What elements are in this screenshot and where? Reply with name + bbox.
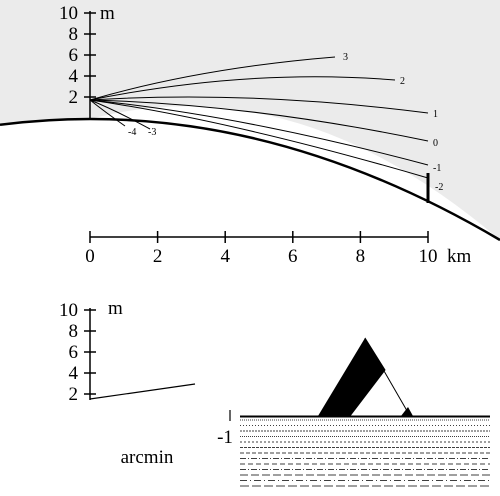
ray-label: -2 (435, 182, 443, 193)
ray-label: -1 (433, 163, 441, 174)
height-unit: m (108, 298, 123, 319)
ray (89, 99, 429, 179)
ray-label: 3 (343, 52, 348, 63)
tick-label: 4 (69, 363, 79, 384)
tick-label: 4 (220, 246, 230, 267)
ray (89, 96, 429, 114)
image-upright (318, 338, 385, 416)
tick-label: 2 (69, 87, 79, 108)
ray (89, 56, 336, 101)
tick-label: 6 (69, 45, 79, 66)
rays: 3 2 1 0 -1 -2 -4 -3 (89, 52, 443, 193)
tick-label: 10 (59, 300, 78, 321)
ray (89, 99, 151, 130)
ray-label: 1 (433, 109, 438, 120)
tick-label: 8 (69, 24, 79, 45)
angle-tick-label: -1 (217, 427, 233, 448)
ray (89, 76, 396, 101)
image-inverted (401, 407, 413, 416)
height-unit: m (100, 3, 115, 24)
ray-label: 0 (433, 138, 438, 149)
ray (89, 99, 126, 127)
tick-label: 8 (356, 246, 366, 267)
tick-label: 0 (85, 246, 95, 267)
tick-label: 10 (59, 3, 78, 24)
tick-label: 2 (153, 246, 163, 267)
tick-label: 6 (288, 246, 298, 267)
ground-pattern (240, 419, 490, 487)
ray-label: -4 (128, 127, 136, 138)
ray-label: 2 (400, 76, 405, 87)
tick-label: 8 (69, 321, 79, 342)
ray-label: -3 (148, 127, 156, 138)
tick-label: 2 (69, 384, 79, 405)
distance-unit: km (447, 246, 472, 267)
earth-surface (0, 117, 500, 242)
mirage-view: -1 (217, 337, 490, 487)
ray (89, 99, 429, 166)
tick-label: 10 (419, 246, 438, 267)
sight-line (89, 383, 196, 400)
ray (89, 99, 429, 142)
tick-label: 6 (69, 342, 79, 363)
tick-label: 4 (69, 66, 79, 87)
x-label: arcmin (121, 447, 174, 468)
sky (0, 0, 500, 240)
